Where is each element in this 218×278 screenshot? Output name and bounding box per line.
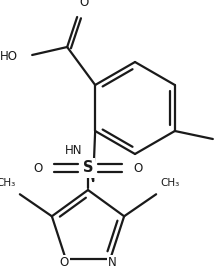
Text: O: O	[59, 256, 68, 269]
Text: S: S	[83, 160, 93, 175]
Text: O: O	[33, 162, 43, 175]
Text: HO: HO	[0, 51, 18, 63]
Text: CH₃: CH₃	[0, 178, 16, 188]
Text: O: O	[79, 0, 89, 9]
Text: N: N	[108, 256, 117, 269]
Text: CH₃: CH₃	[160, 178, 179, 188]
Text: HN: HN	[64, 145, 82, 158]
Text: O: O	[133, 162, 143, 175]
Text: F: F	[217, 135, 218, 148]
